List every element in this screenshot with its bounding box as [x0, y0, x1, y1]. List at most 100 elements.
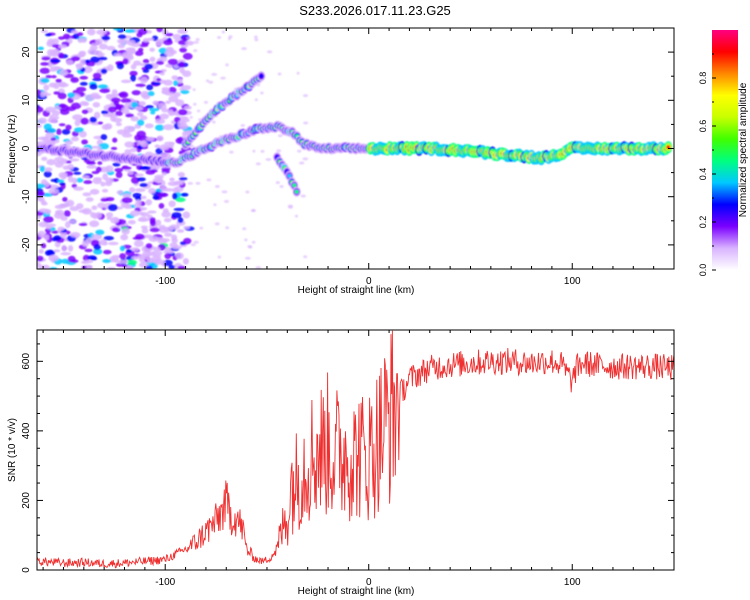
noise-blob: [58, 52, 64, 59]
noise-dot: [193, 240, 199, 244]
noise-blob: [82, 175, 90, 179]
noise-blob: [89, 188, 100, 195]
noise-dot: [189, 115, 193, 119]
colorbar-gradient: [712, 30, 738, 270]
noise-dot: [265, 157, 272, 161]
noise-blob: [137, 111, 144, 117]
noise-blob: [134, 50, 144, 56]
noise-blob: [89, 83, 98, 90]
noise-blob: [60, 216, 68, 221]
snr-y-tick-label: 400: [21, 422, 32, 439]
noise-blob: [59, 109, 70, 115]
noise-blob: [112, 162, 121, 167]
noise-blob: [51, 38, 59, 45]
colorbar-tick-label: 0.2: [698, 216, 708, 229]
noise-blob: [107, 241, 119, 246]
noise-blob: [63, 210, 71, 217]
noise-blob: [43, 84, 50, 91]
noise-blob: [148, 236, 159, 242]
noise-blob: [176, 229, 185, 233]
snr-x-tick-label: 0: [366, 577, 372, 588]
noise-blob: [100, 181, 106, 187]
noise-dot: [279, 185, 284, 189]
noise-blob: [182, 211, 191, 219]
noise-blob: [167, 181, 179, 187]
noise-blob: [117, 38, 125, 44]
noise-blob: [155, 147, 163, 155]
noise-blob: [62, 197, 68, 202]
noise-blob: [172, 187, 179, 193]
noise-blob: [71, 183, 78, 189]
noise-blob: [138, 216, 148, 222]
colorbar-tick-label: 0.0: [698, 264, 708, 277]
noise-blob: [37, 230, 46, 238]
noise-blob: [67, 92, 76, 98]
spectrogram-x-label: Height of straight line (km): [298, 285, 415, 296]
noise-blob: [95, 229, 105, 236]
noise-dot: [192, 88, 196, 92]
noise-blob: [37, 117, 48, 124]
noise-blob: [86, 164, 97, 169]
noise-blob: [37, 106, 44, 113]
noise-dot: [225, 63, 229, 67]
noise-blob: [45, 33, 52, 37]
noise-blob: [67, 255, 76, 263]
noise-dot: [214, 185, 220, 189]
noise-blob: [129, 210, 141, 217]
noise-blob: [65, 160, 72, 164]
noise-blob: [172, 33, 182, 40]
noise-blob: [60, 252, 72, 256]
noise-blob: [120, 203, 132, 208]
noise-blob: [149, 47, 155, 52]
noise-blob: [69, 158, 80, 162]
noise-blob: [154, 144, 161, 148]
noise-blob: [105, 212, 114, 218]
noise-blob: [173, 92, 181, 97]
noise-blob: [102, 113, 113, 118]
noise-dot: [195, 181, 201, 185]
noise-dot: [214, 222, 220, 226]
noise-dot: [300, 194, 306, 198]
noise-blob: [145, 169, 156, 175]
noise-blob: [134, 106, 144, 111]
snr-x-label: Height of straight line (km): [298, 586, 415, 597]
noise-blob: [181, 192, 189, 197]
noise-blob: [37, 255, 44, 262]
noise-dot: [208, 80, 214, 84]
noise-blob: [73, 171, 82, 175]
ridge-core: [292, 183, 297, 188]
noise-blob: [161, 87, 170, 91]
noise-blob: [65, 124, 72, 131]
noise-blob: [131, 256, 139, 260]
noise-blob: [139, 262, 149, 268]
noise-blob: [139, 207, 148, 211]
noise-blob: [164, 92, 175, 96]
noise-blob: [37, 183, 46, 189]
noise-blob: [83, 66, 93, 74]
noise-blob: [161, 167, 171, 171]
noise-blob: [175, 252, 184, 260]
noise-blob: [107, 204, 118, 211]
noise-dot: [254, 38, 259, 42]
snr-series-line: [37, 330, 674, 569]
noise-blob: [49, 114, 55, 120]
noise-blob: [147, 210, 157, 214]
noise-blob: [136, 177, 146, 182]
noise-blob: [132, 236, 143, 240]
noise-blob: [91, 145, 102, 149]
noise-blob: [159, 259, 166, 266]
noise-blob: [81, 240, 90, 247]
noise-blob: [45, 132, 56, 139]
noise-dot: [213, 203, 217, 207]
noise-blob: [86, 161, 96, 165]
noise-blob: [87, 255, 97, 260]
noise-blob: [149, 217, 156, 224]
noise-blob: [58, 123, 66, 127]
noise-blob: [91, 205, 98, 211]
noise-blob: [70, 77, 79, 83]
noise-blob: [156, 77, 162, 82]
noise-blob: [44, 167, 53, 172]
noise-blob: [37, 191, 45, 197]
noise-blob: [121, 197, 133, 204]
